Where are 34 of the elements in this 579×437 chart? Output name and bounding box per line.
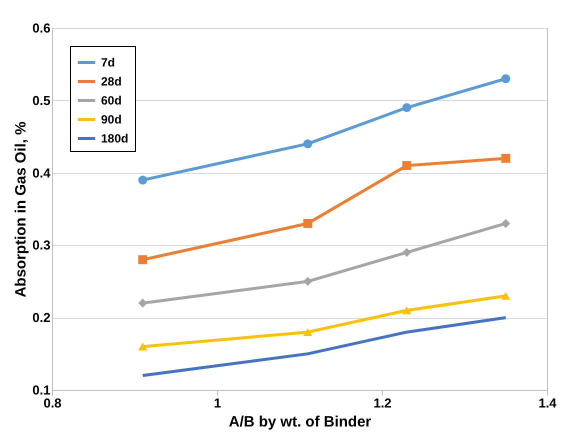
y-tick-label: 0.2: [32, 310, 50, 326]
legend-label: 180d: [101, 132, 128, 146]
y-tick-label: 0.3: [32, 238, 50, 253]
x-tick-label: 0.8: [43, 396, 62, 410]
point: [501, 74, 510, 84]
point: [501, 219, 510, 228]
legend-label: 90d: [101, 112, 122, 126]
legend-label: 7d: [101, 56, 116, 70]
point: [402, 103, 412, 112]
point: [402, 306, 412, 314]
x-tick-label: 1.2: [373, 396, 392, 410]
point: [501, 292, 510, 300]
x-tick-label: 1.4: [538, 396, 558, 410]
point: [303, 219, 312, 228]
point: [402, 248, 412, 257]
point: [501, 154, 510, 163]
point: [138, 176, 148, 185]
x-axis-title: A/B by wt. of Binder: [228, 414, 372, 430]
y-axis-title: Absorption in Gas Oil, %: [12, 122, 30, 298]
y-tick-label: 0.4: [32, 165, 52, 180]
y-tick-label: 0.1: [32, 382, 50, 398]
line-series: [141, 316, 508, 378]
y-tick-label: 0.5: [32, 92, 50, 108]
legend-label: 60d: [101, 94, 122, 108]
point: [138, 255, 148, 264]
point: [138, 298, 148, 308]
point: [138, 342, 148, 350]
point: [303, 328, 312, 336]
x-tick-label: 1: [214, 396, 222, 410]
point: [303, 276, 312, 286]
y-tick-label: 0.6: [32, 20, 50, 36]
point: [303, 139, 312, 148]
legend-label: 28d: [101, 74, 122, 88]
point: [402, 161, 412, 170]
